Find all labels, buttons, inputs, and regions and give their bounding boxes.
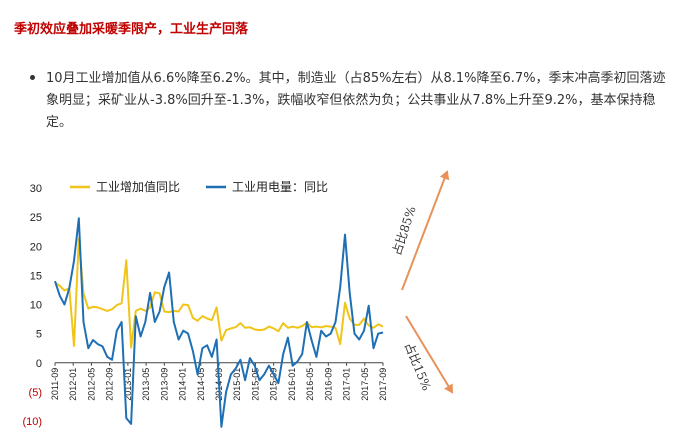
y-tick-label: 15 bbox=[30, 270, 42, 282]
legend-layer: 工业增加值同比 工业用电量：同比 bbox=[70, 179, 328, 194]
x-tick-label: 2016-01 bbox=[287, 368, 297, 401]
x-tick-label: 2014-05 bbox=[196, 368, 206, 401]
arrow-down-icon bbox=[405, 315, 454, 394]
x-tick-label: 2013-09 bbox=[159, 368, 169, 401]
series-line-1 bbox=[54, 237, 384, 349]
line-chart: 30 25 20 15 10 5 0 (5) (10) 2011-09 2012-01 2012-05… bbox=[22, 170, 454, 428]
y-tick-label: 20 bbox=[30, 241, 42, 253]
x-tick-label: 2015-09 bbox=[269, 368, 279, 401]
y-tick-label: (5) bbox=[29, 387, 42, 399]
series-line-2 bbox=[54, 217, 384, 428]
x-tick-label: 2012-09 bbox=[105, 368, 115, 401]
y-tick-label: 30 bbox=[30, 183, 42, 195]
y-tick-label: 25 bbox=[30, 212, 42, 224]
y-tick-label: 0 bbox=[36, 358, 42, 370]
axis-layer: 30 25 20 15 10 5 0 (5) (10) 2011-09 2012-01 2012-05… bbox=[22, 183, 388, 428]
x-tick-label: 2015-01 bbox=[232, 368, 242, 401]
annotation-15: 占比15% bbox=[402, 340, 435, 393]
x-tick-label: 2013-05 bbox=[141, 368, 151, 401]
x-tick-label: 2015-05 bbox=[250, 368, 260, 401]
bullet-dot-icon bbox=[30, 75, 35, 80]
x-tick-label: 2014-01 bbox=[178, 368, 188, 401]
series-layer bbox=[54, 217, 384, 428]
legend-label: 工业用电量：同比 bbox=[232, 180, 328, 194]
x-tick-label: 2017-09 bbox=[378, 368, 388, 401]
x-tick-label: 2016-09 bbox=[323, 368, 333, 401]
y-tick-label: 5 bbox=[36, 329, 42, 341]
arrow-up-icon bbox=[401, 170, 450, 291]
y-tick-label: (10) bbox=[22, 416, 42, 428]
x-tick-label: 2017-05 bbox=[360, 368, 370, 401]
x-tick-label: 2017-01 bbox=[342, 368, 352, 401]
annotation-layer: 占比85% 占比15% bbox=[389, 170, 454, 394]
bullet-text: 10月工业增加值从6.6%降至6.2%。其中，制造业（占85%左右）从8.1%降… bbox=[46, 71, 666, 130]
legend-label: 工业增加值同比 bbox=[96, 179, 180, 194]
annotation-85: 占比85% bbox=[389, 204, 419, 257]
bullet-list-item: 10月工业增加值从6.6%降至6.2%。其中，制造业（占85%左右）从8.1%降… bbox=[30, 68, 666, 134]
article-heading: 季初效应叠加采暖季限产，工业生产回落 bbox=[14, 22, 249, 37]
x-tick-label: 2012-05 bbox=[86, 368, 96, 401]
x-tick-label: 2011-09 bbox=[50, 368, 60, 400]
x-tick-label: 2012-01 bbox=[68, 368, 78, 401]
y-tick-label: 10 bbox=[30, 300, 42, 312]
x-tick-label: 2013-01 bbox=[123, 368, 133, 401]
x-tick-label: 2016-05 bbox=[305, 368, 315, 401]
